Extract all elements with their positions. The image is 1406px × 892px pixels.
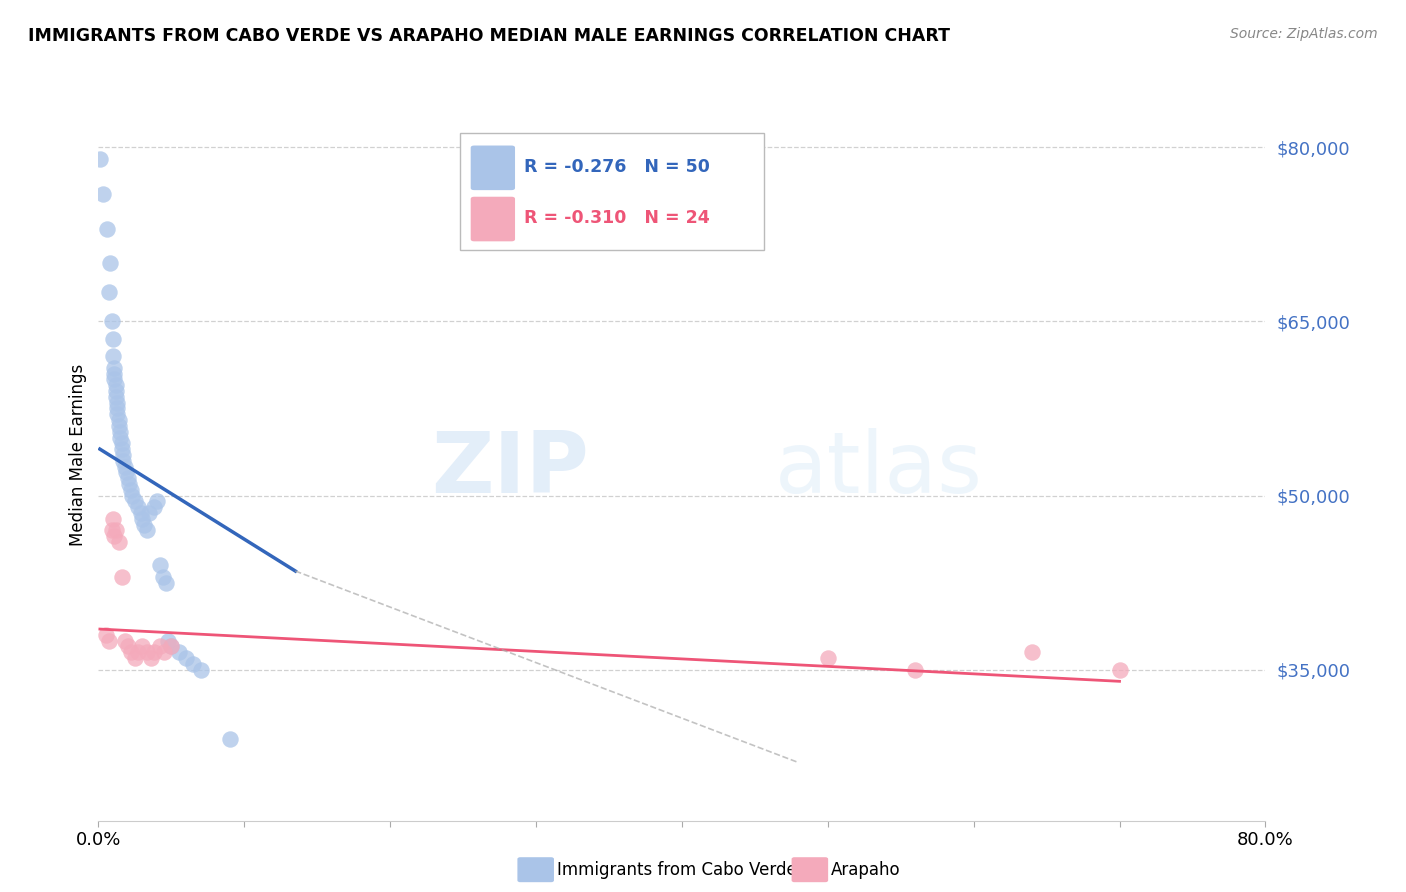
Point — [152, 570, 174, 584]
Point — [94, 628, 117, 642]
Point — [149, 558, 172, 573]
Point — [120, 483, 142, 497]
Y-axis label: Median Male Earnings: Median Male Earnings — [69, 364, 87, 546]
Point — [124, 651, 146, 665]
FancyBboxPatch shape — [460, 133, 763, 250]
Point — [120, 645, 142, 659]
Text: atlas: atlas — [775, 428, 983, 511]
Point — [111, 570, 134, 584]
Point — [121, 489, 143, 503]
Point — [104, 378, 127, 392]
Point — [103, 529, 125, 543]
Point — [124, 494, 146, 508]
Point — [101, 349, 124, 363]
Point — [117, 471, 139, 485]
Point — [139, 651, 162, 665]
Point — [118, 477, 141, 491]
Point — [100, 524, 122, 538]
Point — [101, 332, 124, 346]
Text: Immigrants from Cabo Verde: Immigrants from Cabo Verde — [557, 861, 797, 879]
Point — [117, 640, 139, 654]
Point — [105, 395, 128, 409]
Point — [114, 633, 136, 648]
Point — [115, 466, 138, 480]
Point — [100, 314, 122, 328]
Point — [110, 425, 132, 439]
Point — [105, 401, 128, 416]
Point — [153, 645, 176, 659]
Point — [167, 645, 190, 659]
FancyBboxPatch shape — [471, 197, 515, 242]
Point — [104, 524, 127, 538]
Point — [110, 430, 132, 444]
Text: IMMIGRANTS FROM CABO VERDE VS ARAPAHO MEDIAN MALE EARNINGS CORRELATION CHART: IMMIGRANTS FROM CABO VERDE VS ARAPAHO ME… — [28, 27, 950, 45]
Point — [190, 663, 212, 677]
Text: ZIP: ZIP — [430, 428, 589, 511]
Point — [89, 152, 111, 166]
Point — [135, 524, 157, 538]
Point — [111, 442, 134, 456]
FancyBboxPatch shape — [471, 145, 515, 190]
Point — [97, 285, 120, 300]
Point — [112, 454, 135, 468]
Point — [160, 640, 183, 654]
Point — [98, 256, 121, 270]
Point — [101, 512, 124, 526]
Point — [146, 494, 169, 508]
Point — [104, 390, 127, 404]
Text: R = -0.310   N = 24: R = -0.310 N = 24 — [524, 209, 710, 227]
Point — [155, 575, 177, 590]
Text: Source: ZipAtlas.com: Source: ZipAtlas.com — [1230, 27, 1378, 41]
Point — [97, 633, 120, 648]
Point — [127, 645, 149, 659]
Point — [149, 640, 172, 654]
Point — [1021, 645, 1043, 659]
Point — [114, 459, 136, 474]
Point — [904, 663, 927, 677]
Point — [131, 512, 153, 526]
Text: Arapaho: Arapaho — [831, 861, 901, 879]
Point — [181, 657, 204, 671]
Point — [91, 186, 114, 201]
Point — [105, 407, 128, 421]
Point — [129, 506, 152, 520]
Point — [1108, 663, 1130, 677]
Point — [218, 732, 240, 747]
Point — [104, 384, 127, 398]
Point — [108, 535, 131, 549]
Point — [127, 500, 149, 515]
Point — [96, 221, 118, 235]
Point — [108, 413, 131, 427]
Point — [157, 633, 180, 648]
Point — [132, 517, 155, 532]
Point — [138, 506, 160, 520]
Point — [103, 372, 125, 386]
Point — [103, 360, 125, 375]
Point — [135, 645, 157, 659]
Point — [103, 367, 125, 381]
Point — [112, 448, 135, 462]
Point — [160, 640, 183, 654]
Point — [817, 651, 839, 665]
Point — [131, 640, 153, 654]
Point — [174, 651, 197, 665]
Point — [111, 436, 134, 450]
Point — [142, 645, 165, 659]
Point — [142, 500, 165, 515]
Point — [108, 418, 131, 433]
Text: R = -0.276   N = 50: R = -0.276 N = 50 — [524, 158, 710, 176]
